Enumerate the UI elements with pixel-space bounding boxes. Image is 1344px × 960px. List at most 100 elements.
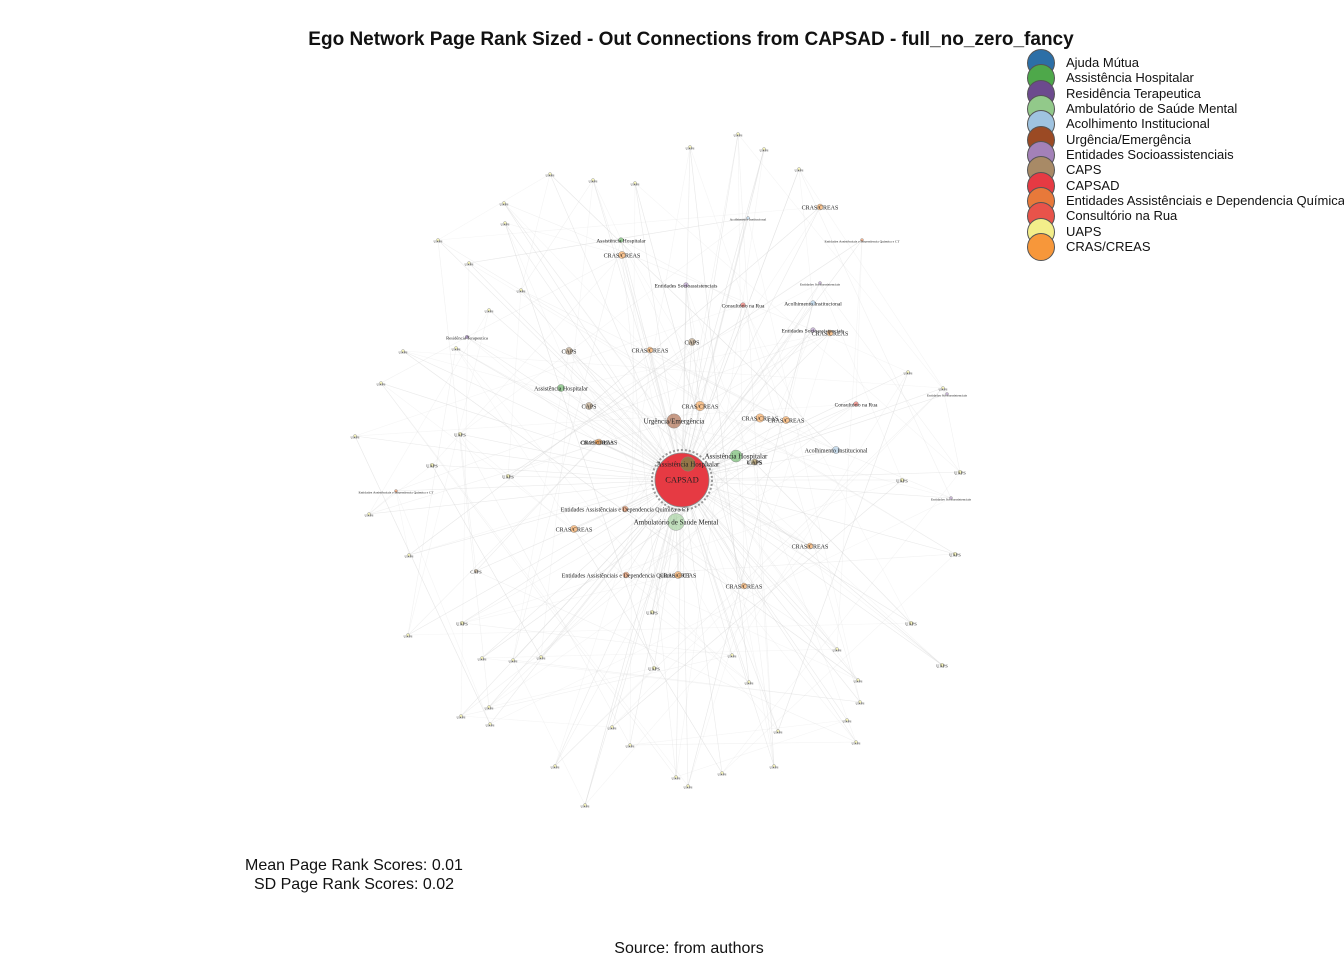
edge xyxy=(354,435,683,481)
edge xyxy=(675,479,683,778)
edge xyxy=(592,179,683,481)
network-node: Ambulatório de Saúde Mental xyxy=(634,513,719,531)
node-circle xyxy=(686,784,690,788)
node-label: CRAS/CREAS xyxy=(742,417,779,423)
node-label: UAPS xyxy=(608,727,617,731)
edge xyxy=(507,441,600,477)
network-node: Entidades Assistênciais e Dependencia Qu… xyxy=(358,489,434,495)
edge xyxy=(460,654,733,717)
edge xyxy=(620,239,744,306)
edge xyxy=(568,350,943,666)
node-label: Entidades Assistênciais e Dependencia Qu… xyxy=(358,491,434,495)
network-node: UAPS xyxy=(770,764,779,770)
edge xyxy=(681,479,733,656)
node-circle xyxy=(751,458,759,466)
edge xyxy=(629,182,636,746)
edge xyxy=(611,479,903,728)
node-label: Assistência Hospitalar xyxy=(534,387,588,393)
edge xyxy=(466,254,623,338)
edge xyxy=(507,239,863,477)
edge xyxy=(407,309,490,636)
edge xyxy=(402,350,944,389)
edge xyxy=(673,420,745,587)
node-circle xyxy=(666,413,682,429)
node-circle xyxy=(628,743,632,747)
network-node: CAPS xyxy=(581,402,597,411)
ego-halo xyxy=(651,449,713,511)
legend-label: Assistência Hospitalar xyxy=(1066,70,1194,86)
network-node: UAPS xyxy=(546,172,555,178)
legend-label: CAPS xyxy=(1066,162,1102,178)
network-node: UAPS xyxy=(365,512,374,518)
network-node: UAPS xyxy=(949,552,961,558)
edge xyxy=(554,667,655,767)
edge xyxy=(737,133,775,767)
network-node: Assistência Hospitalar xyxy=(657,456,720,472)
network-node: UAPS xyxy=(795,167,804,173)
node-circle xyxy=(667,513,685,531)
edge xyxy=(455,347,575,530)
edge xyxy=(819,282,903,481)
node-label: Assistência Hospitalar xyxy=(705,453,768,461)
edge xyxy=(855,239,863,405)
edge xyxy=(819,282,961,473)
edge xyxy=(354,435,491,725)
edge xyxy=(437,206,821,241)
node-label: Assistência Hospitalar xyxy=(657,461,720,469)
node-label: UAPS xyxy=(646,611,658,616)
edge xyxy=(395,490,491,725)
edge xyxy=(520,179,594,291)
chart-title: Ego Network Page Rank Sized - Out Connec… xyxy=(308,29,1074,50)
edge xyxy=(459,217,749,435)
node-circle xyxy=(900,478,905,483)
edge xyxy=(504,222,623,256)
legend-label: Residência Terapeutica xyxy=(1066,85,1201,101)
edge xyxy=(488,479,683,708)
network-node: Acolhimento Institucional xyxy=(805,446,868,455)
edge xyxy=(468,217,749,264)
node-circle xyxy=(394,489,398,493)
network-node: UAPS xyxy=(774,729,783,735)
edge xyxy=(675,148,765,778)
node-label: UAPS xyxy=(454,433,466,438)
edge xyxy=(549,173,837,451)
network-node: CAPS xyxy=(561,347,577,356)
edge xyxy=(681,387,944,481)
edge xyxy=(466,336,683,481)
node-label: Entidades Socioassistenciais xyxy=(927,394,968,398)
edge xyxy=(731,371,909,656)
network-node: UAPS xyxy=(399,349,408,355)
node-label: Acolhimento Institucional xyxy=(805,449,868,455)
edge xyxy=(747,217,861,703)
network-node: UAPS xyxy=(854,678,863,684)
edge xyxy=(503,202,683,481)
edge xyxy=(687,463,943,666)
node-circle xyxy=(557,384,565,392)
edge xyxy=(395,490,410,556)
edge xyxy=(611,479,903,728)
edge xyxy=(629,719,848,746)
edge xyxy=(721,471,961,774)
edge xyxy=(380,382,575,530)
network-node: UAPS xyxy=(856,700,865,706)
edge xyxy=(681,479,859,681)
edge xyxy=(687,332,831,787)
edge xyxy=(512,659,861,703)
node-circle xyxy=(570,525,578,533)
network-node: UAPS xyxy=(608,725,617,731)
edge xyxy=(675,719,848,778)
edge xyxy=(468,262,956,555)
legend-label: CRAS/CREAS xyxy=(1066,239,1151,255)
network-node: UAPS xyxy=(426,463,438,469)
network-node: UAPS xyxy=(485,705,494,711)
node-circle xyxy=(945,392,949,396)
edge xyxy=(681,133,739,481)
node-label: Ambulatório de Saúde Mental xyxy=(634,519,719,527)
node-circle xyxy=(502,201,506,205)
node-circle xyxy=(909,621,914,626)
edge xyxy=(620,239,756,463)
node-circle xyxy=(860,238,864,242)
node-circle xyxy=(454,346,458,350)
network-node: UAPS xyxy=(745,680,754,686)
edge xyxy=(651,148,765,613)
